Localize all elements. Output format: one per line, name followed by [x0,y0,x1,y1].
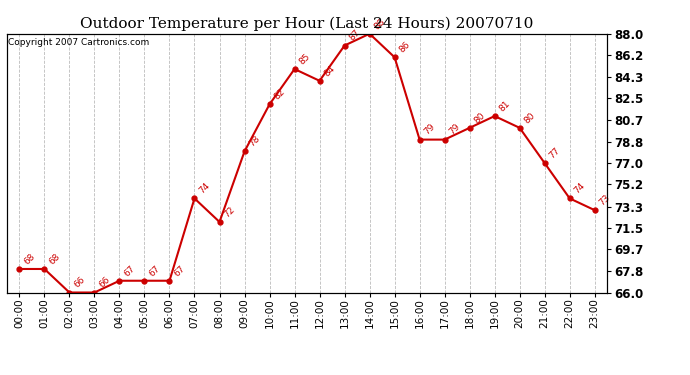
Text: 80: 80 [473,111,487,125]
Text: 84: 84 [322,64,337,78]
Text: 79: 79 [422,122,437,137]
Text: 68: 68 [47,252,61,266]
Text: 81: 81 [497,99,512,113]
Text: 72: 72 [222,205,237,219]
Text: 77: 77 [547,146,562,160]
Text: 66: 66 [72,275,87,290]
Text: 85: 85 [297,52,312,66]
Text: 88: 88 [373,16,387,31]
Text: 78: 78 [247,134,262,148]
Text: 80: 80 [522,111,537,125]
Text: 73: 73 [598,193,612,207]
Text: 79: 79 [447,122,462,137]
Text: 87: 87 [347,28,362,43]
Text: 86: 86 [397,40,412,54]
Text: 67: 67 [147,264,161,278]
Text: 67: 67 [172,264,187,278]
Text: 67: 67 [122,264,137,278]
Text: Copyright 2007 Cartronics.com: Copyright 2007 Cartronics.com [8,38,149,46]
Title: Outdoor Temperature per Hour (Last 24 Hours) 20070710: Outdoor Temperature per Hour (Last 24 Ho… [80,17,534,31]
Text: 74: 74 [573,181,587,196]
Text: 82: 82 [273,87,287,102]
Text: 74: 74 [197,181,212,196]
Text: 66: 66 [97,275,112,290]
Text: 68: 68 [22,252,37,266]
